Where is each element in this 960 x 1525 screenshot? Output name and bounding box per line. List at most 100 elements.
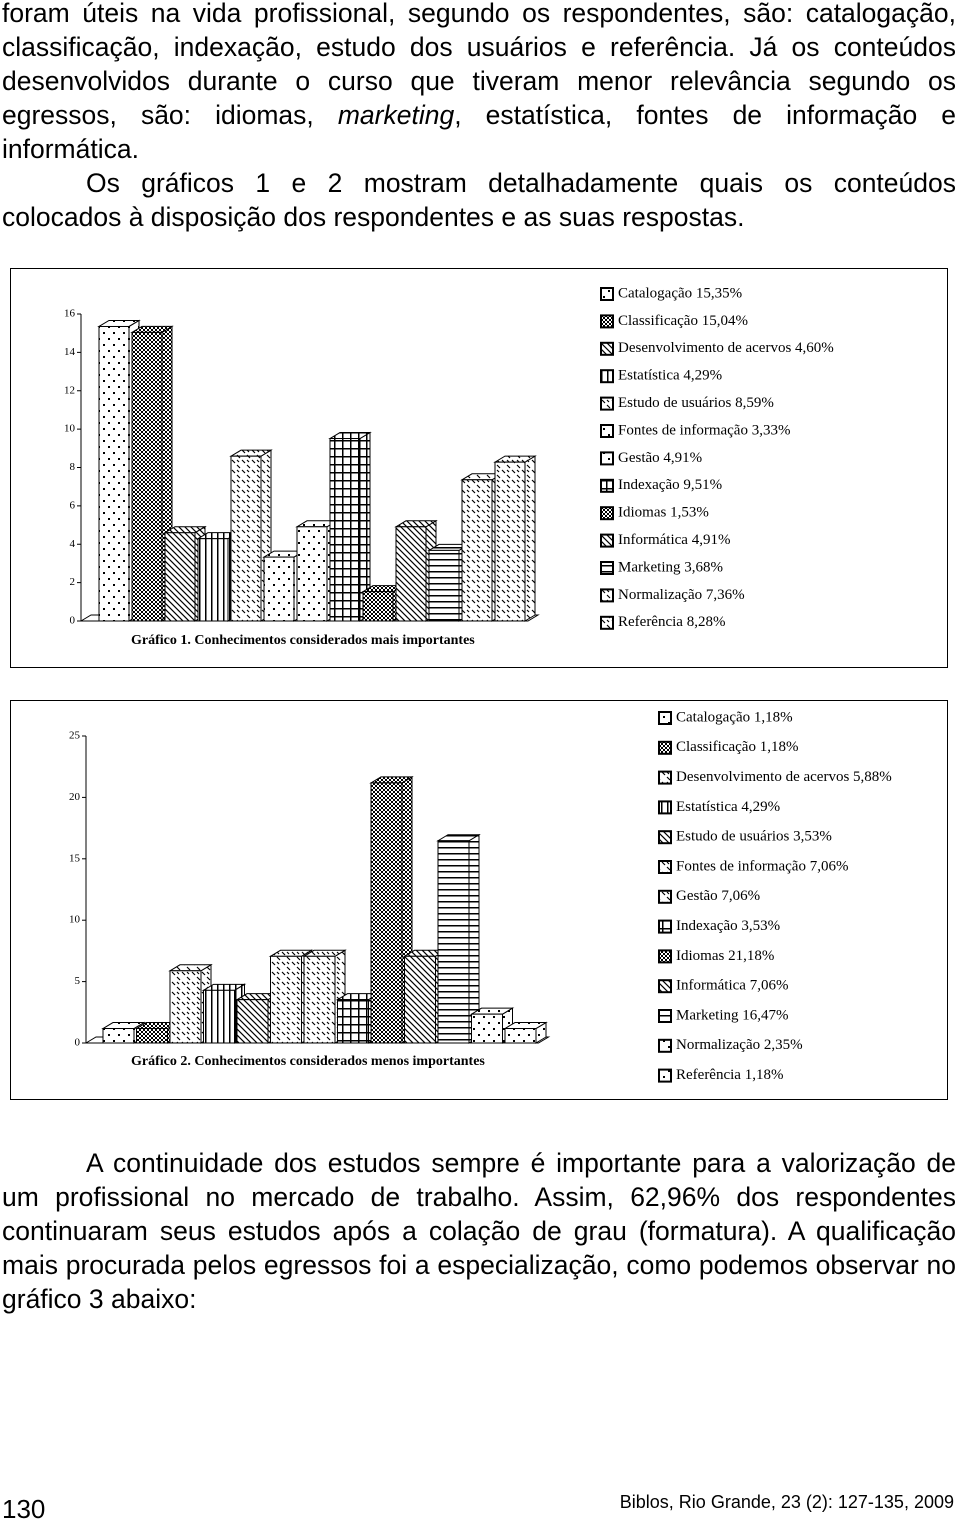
legend-label: Estudo de usuários 8,59% — [618, 395, 774, 411]
legend-swatch — [658, 770, 672, 785]
chart: 0 2 4 6 8 10 12 14 16 Catalogação 15,35% Classific… — [64, 285, 834, 648]
bar — [329, 438, 361, 622]
text: foram úteis na vida profissional, segund… — [2, 0, 956, 130]
legend-label: Informática 7,06% — [676, 978, 788, 994]
legend-swatch — [658, 1009, 672, 1023]
y-tick-label: 5 — [75, 975, 81, 987]
citation: Biblos, Rio Grande, 23 (2): 127-135, 200… — [619, 1492, 954, 1512]
legend-swatch — [600, 451, 614, 466]
y-tick-label: 16 — [64, 308, 76, 320]
bar — [131, 331, 163, 622]
legend-label: Normalização 2,35% — [676, 1037, 803, 1053]
bar — [303, 955, 336, 1044]
legend-swatch — [600, 478, 614, 493]
legend-label: Idiomas 21,18% — [676, 948, 774, 964]
chart-title: Gráfico 1. Conhecimentos considerados ma… — [131, 633, 475, 648]
legend-swatch — [600, 369, 614, 384]
bar — [263, 556, 295, 622]
legend-label: Catalogação 1,18% — [676, 709, 793, 725]
legend-swatch — [658, 919, 672, 934]
legend-label: Estatística 4,29% — [676, 799, 780, 815]
bar — [270, 955, 302, 1044]
legend-label: Desenvolvimento de acervos 4,60% — [618, 340, 834, 356]
legend-label: Referência 8,28% — [618, 614, 725, 630]
legend-label: Marketing 3,68% — [618, 559, 723, 575]
legend-label: Marketing 16,47% — [676, 1007, 788, 1023]
legend-swatch — [600, 615, 614, 630]
paragraph: A continuidade dos estudos sempre é impo… — [2, 1148, 956, 1314]
legend-label: Informática 4,91% — [618, 532, 730, 548]
legend-label: Desenvolvimento de acervos 5,88% — [676, 769, 892, 785]
legend-label: Indexação 3,53% — [676, 918, 780, 934]
legend-swatch — [600, 533, 614, 548]
legend-label: Indexação 9,51% — [618, 477, 722, 493]
bar — [337, 999, 369, 1044]
legend-swatch — [658, 1038, 672, 1053]
y-tick-label: 12 — [64, 384, 75, 396]
text: , estatística, fontes de informação e in… — [2, 100, 956, 164]
legend-swatch — [600, 287, 614, 301]
legend-swatch — [600, 314, 614, 329]
bar — [370, 782, 403, 1044]
y-tick-label: 8 — [70, 461, 76, 473]
bar — [230, 455, 262, 622]
legend-swatch — [600, 341, 614, 356]
bar — [98, 325, 130, 622]
bar — [136, 1028, 168, 1044]
bar — [395, 526, 427, 622]
y-tick-label: 0 — [70, 615, 76, 627]
legend-swatch — [600, 424, 614, 438]
bar — [102, 1028, 135, 1044]
bar — [236, 999, 269, 1044]
bar — [494, 461, 526, 622]
y-tick-label: 2 — [70, 576, 76, 588]
legend-label: Gestão 4,91% — [618, 450, 702, 466]
legend-swatch — [600, 506, 614, 521]
legend-swatch — [658, 800, 672, 815]
bar — [197, 538, 229, 622]
legend-swatch — [658, 949, 672, 964]
bar — [362, 591, 394, 622]
y-tick-label: 0 — [75, 1037, 81, 1049]
legend-swatch — [658, 830, 672, 845]
legend-label: Fontes de informação 7,06% — [676, 858, 848, 874]
legend-label: Estatística 4,29% — [618, 368, 722, 384]
bar — [428, 549, 460, 622]
legend-swatch — [658, 1068, 672, 1083]
chart-box: 0 2 4 6 8 10 12 14 16 Catalogação 15,35% Classific… — [10, 268, 948, 668]
paragraph: Os gráficos 1 e 2 mostram detalhadamente… — [2, 168, 956, 232]
legend-label: Idiomas 1,53% — [618, 505, 709, 521]
legend-swatch — [658, 979, 672, 994]
legend-swatch — [658, 740, 672, 755]
y-tick-label: 4 — [70, 538, 76, 550]
legend-swatch — [600, 396, 614, 411]
y-tick-label: 20 — [69, 791, 81, 803]
bar-side — [524, 455, 536, 622]
legend-swatch — [600, 561, 614, 575]
bar — [296, 526, 328, 622]
legend-label: Estudo de usuários 3,53% — [676, 829, 832, 845]
page-number: 130 — [2, 1494, 46, 1524]
chart: 0 5 10 15 20 25 Catalogação 1,18% Classificação… — [69, 709, 892, 1083]
y-tick-label: 14 — [64, 346, 76, 358]
bar — [504, 1028, 537, 1044]
y-tick-label: 25 — [69, 730, 81, 742]
y-tick-label: 10 — [69, 914, 81, 926]
bar — [437, 840, 470, 1044]
legend-swatch — [658, 889, 672, 904]
legend-swatch — [600, 588, 614, 603]
legend-swatch — [658, 860, 672, 874]
legend-label: Fontes de informação 3,33% — [618, 422, 790, 438]
legend-label: Catalogação 15,35% — [618, 285, 742, 301]
chart-box: 0 5 10 15 20 25 Catalogação 1,18% Classificação… — [10, 700, 948, 1100]
text-italic: marketing — [337, 100, 455, 130]
legend-label: Normalização 7,36% — [618, 587, 745, 603]
legend-swatch — [658, 711, 672, 725]
chart-title: Gráfico 2. Conhecimentos considerados me… — [131, 1054, 485, 1069]
bar — [404, 955, 436, 1044]
bar — [471, 1013, 503, 1044]
legend-label: Gestão 7,06% — [676, 888, 760, 904]
y-tick-label: 15 — [69, 852, 81, 864]
bar — [164, 532, 196, 622]
